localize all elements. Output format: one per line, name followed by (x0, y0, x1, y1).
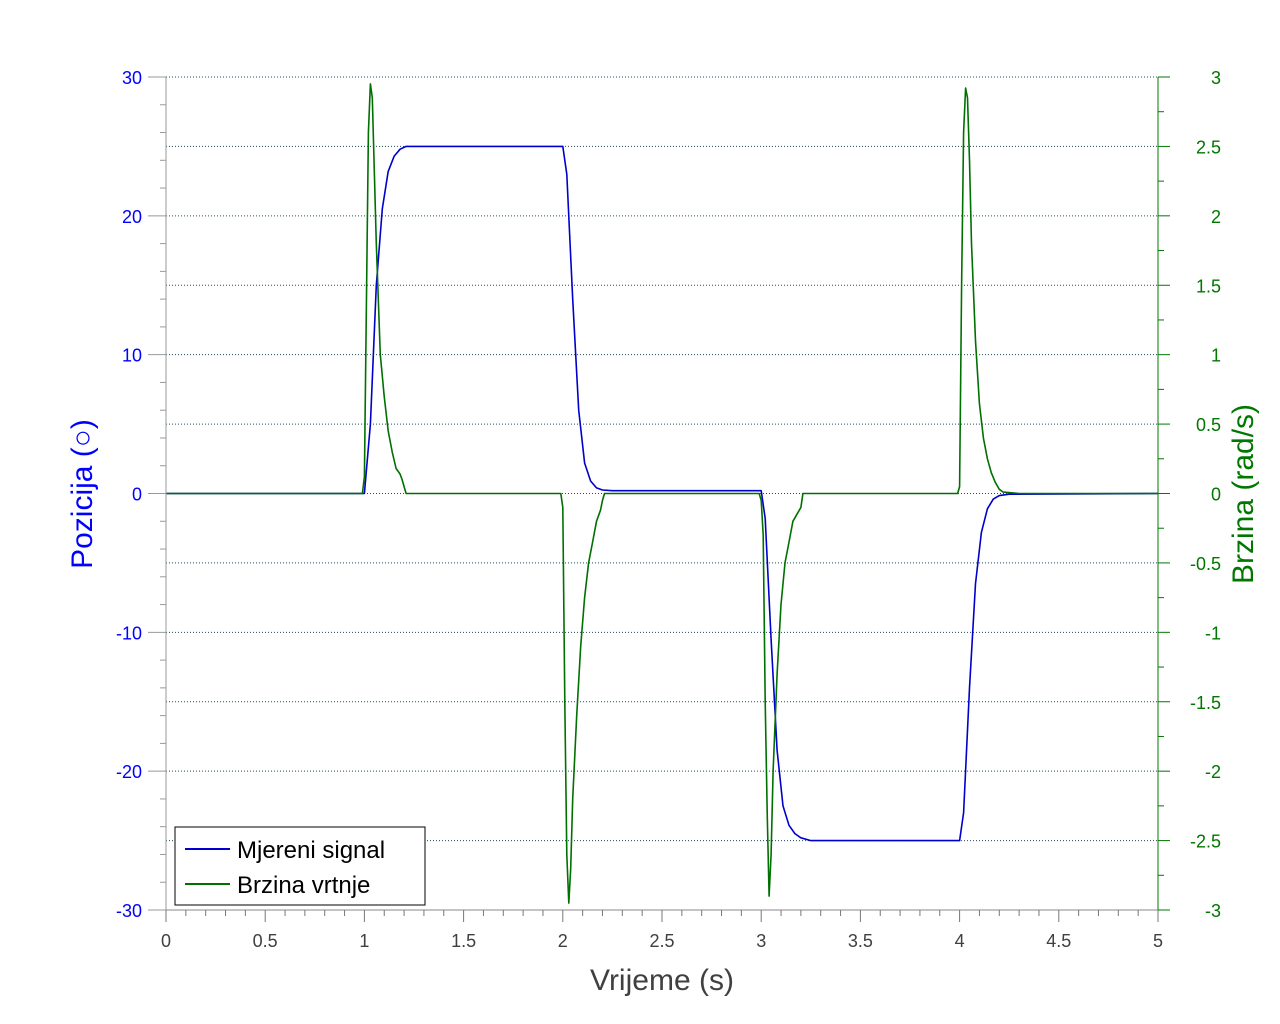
y-left-tick-label: 0 (132, 485, 142, 505)
x-tick-label: 3 (756, 931, 766, 951)
x-tick-label: 1 (359, 931, 369, 951)
legend-box (174, 826, 426, 906)
series-line-mjereni-signal (166, 145, 1159, 842)
x-tick-label: 0.5 (253, 931, 278, 951)
y-left-tick-label: -30 (116, 901, 142, 921)
x-tick-label: 4.5 (1046, 931, 1071, 951)
x-tick-label: 4 (955, 931, 965, 951)
y-right-tick-label: 1.5 (1196, 276, 1221, 296)
y-right-tick-label: 2 (1211, 207, 1221, 227)
y-right-tick-label: -1.5 (1190, 693, 1221, 713)
series-line-brzina-vrtnje (166, 83, 1158, 904)
y-right-tick-label: -2.5 (1190, 832, 1221, 852)
x-tick-label: 5 (1153, 931, 1163, 951)
x-tick-label: 2.5 (649, 931, 674, 951)
y-left-tick-label: 10 (122, 346, 142, 366)
y-right-tick-label: -0.5 (1190, 554, 1221, 574)
plot-series (166, 83, 1159, 904)
y-right-tick-label: 2.5 (1196, 137, 1221, 157)
y-axis-left-title: Pozicija (○) (66, 419, 99, 569)
y-left-tick-label: 30 (122, 68, 142, 88)
x-tick-label: 1.5 (451, 931, 476, 951)
y-right-tick-label: -2 (1205, 762, 1221, 782)
y-right-tick-label: 1 (1211, 346, 1221, 366)
x-tick-label: 2 (558, 931, 568, 951)
axes: 0 0.5 1 1.5 2 2.5 3 3.5 4 4.5 53020100-10-20-3032.… (116, 68, 1221, 951)
x-tick-label: 3.5 (848, 931, 873, 951)
y-right-tick-label: -1 (1205, 623, 1221, 643)
y-left-tick-label: -10 (116, 623, 142, 643)
legend-label-mjereni-signal: Mjereni signal (237, 837, 385, 864)
y-right-tick-label: -3 (1205, 901, 1221, 921)
y-left-tick-label: 20 (122, 207, 142, 227)
legend: Mjereni signal Brzina vrtnje (174, 826, 426, 906)
x-axis-title: Vrijeme (s) (590, 964, 734, 997)
y-left-tick-label: -20 (116, 762, 142, 782)
legend-label-brzina-vrtnje: Brzina vrtnje (237, 872, 370, 899)
y-right-tick-label: 0.5 (1196, 415, 1221, 435)
y-right-tick-label: 3 (1211, 68, 1221, 88)
y-axis-right-title: Brzina (rad/s) (1227, 404, 1260, 584)
y-right-tick-label: 0 (1211, 485, 1221, 505)
x-tick-label: 0 (161, 931, 171, 951)
